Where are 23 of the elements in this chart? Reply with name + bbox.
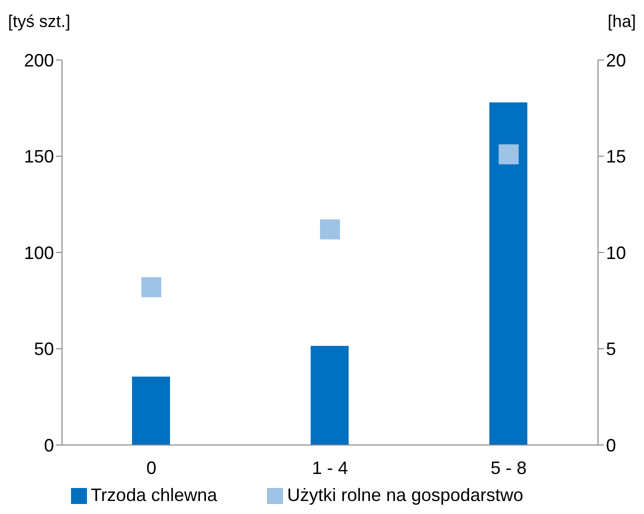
- y2-tick-label: 15: [606, 146, 626, 167]
- y-tick-label: 100: [24, 242, 54, 263]
- y-tick-label: 0: [44, 435, 54, 456]
- legend-label: Trzoda chlewna: [90, 485, 218, 505]
- y-tick-label: 150: [24, 146, 54, 167]
- point: [141, 277, 162, 298]
- y-tick-label: 200: [24, 50, 54, 70]
- bar: [310, 346, 349, 445]
- y-axis-title: [tyś szt.]: [8, 12, 70, 32]
- y2-tick-label: 10: [606, 242, 626, 263]
- point: [320, 219, 340, 240]
- x-tick-label: 1 - 4: [312, 458, 348, 478]
- y2-tick-label: 20: [606, 50, 626, 70]
- bar: [489, 102, 528, 445]
- y2-tick-label: 5: [606, 339, 616, 360]
- legend-label: Użytki rolne na gospodarstwo: [287, 485, 524, 505]
- y2-tick-label: 0: [606, 435, 616, 456]
- point: [498, 144, 519, 164]
- x-tick-label: 5 - 8: [490, 458, 527, 478]
- bar: [132, 376, 170, 445]
- x-tick-label: 0: [146, 458, 156, 478]
- y-tick-label: 50: [34, 339, 54, 360]
- y2-axis-title: [ha]: [608, 12, 636, 32]
